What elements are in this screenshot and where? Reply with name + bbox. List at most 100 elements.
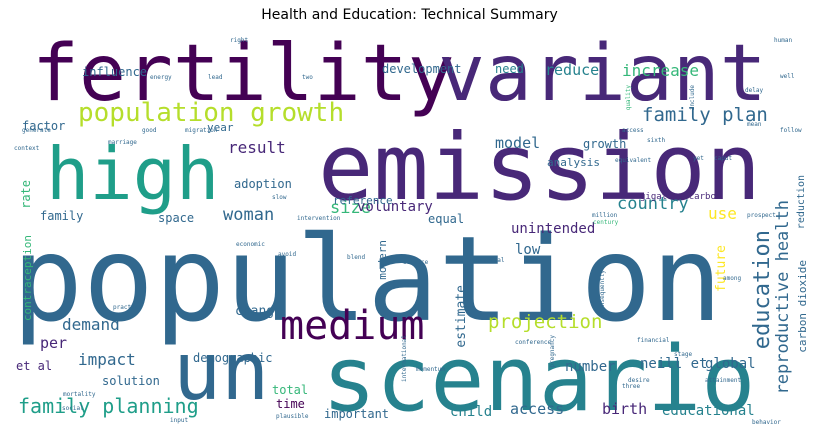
word: growth: [583, 137, 627, 151]
word: estimate: [454, 285, 469, 348]
word: contraception: [21, 235, 34, 322]
word: high: [46, 132, 220, 216]
word: year: [207, 121, 234, 134]
word: demographic: [193, 351, 273, 365]
word: per: [40, 334, 68, 352]
word: million: [592, 212, 618, 219]
word: scenario: [322, 327, 756, 430]
word: model: [495, 134, 541, 152]
word-cloud: population emission fertility variant sc…: [10, 30, 809, 430]
word: space: [158, 211, 195, 225]
word: good: [142, 127, 157, 134]
word: migration: [185, 127, 218, 134]
word: family plan: [642, 104, 768, 126]
word: carbon dioxide: [796, 260, 809, 353]
word: well: [780, 73, 795, 80]
word: mortality: [63, 391, 96, 398]
word: reproductive health: [773, 200, 793, 395]
word: universal: [472, 257, 505, 264]
word: yet: [693, 155, 704, 162]
word: woman: [223, 205, 275, 225]
word: future: [714, 245, 729, 292]
word: result: [228, 138, 286, 157]
word: momentum: [416, 366, 445, 373]
word: need: [495, 62, 524, 76]
word: family: [40, 209, 84, 223]
word: desire: [628, 377, 650, 384]
word: energy: [150, 74, 172, 81]
word: consequently: [599, 270, 606, 314]
word: et al: [16, 359, 53, 373]
word: sixth: [647, 137, 666, 144]
word: three: [622, 383, 641, 390]
word: factor: [22, 119, 66, 133]
word: economic: [236, 241, 265, 248]
word: access: [622, 127, 644, 134]
word: use: [708, 204, 737, 223]
word: reduction: [796, 175, 807, 230]
word: prospect: [747, 212, 776, 219]
word: total: [272, 383, 309, 397]
word: social: [62, 405, 84, 412]
word: projection: [488, 311, 603, 333]
word: voluntary: [357, 199, 433, 215]
word: number: [565, 359, 616, 375]
word: influence: [82, 65, 148, 79]
word: service: [403, 259, 429, 266]
word: intervention: [297, 215, 341, 222]
word: reduce: [545, 61, 600, 79]
word: avoid: [278, 251, 297, 258]
word: birth: [602, 400, 648, 418]
word: delay: [745, 87, 764, 94]
chart-title: Health and Education: Technical Summary: [261, 7, 558, 23]
word: stage: [674, 351, 693, 358]
word: equal: [428, 212, 465, 226]
word: context: [14, 145, 40, 152]
word: financial: [637, 337, 670, 344]
word: development: [382, 62, 462, 76]
word: solution: [102, 374, 160, 388]
word: among: [723, 275, 742, 282]
word: include: [689, 85, 696, 111]
word: practice: [113, 304, 142, 311]
word: conference: [515, 339, 552, 346]
word: emission: [318, 114, 762, 221]
word: family planning: [18, 394, 199, 418]
word: century: [593, 219, 619, 226]
word: right: [230, 37, 249, 44]
word: two: [302, 74, 313, 81]
word: mean: [747, 121, 762, 128]
word: access: [510, 400, 565, 418]
word: gigatons carbon: [640, 192, 722, 202]
word: fertility: [32, 30, 455, 119]
word: country: [617, 194, 689, 214]
word: time: [276, 397, 305, 411]
word: international: [401, 335, 408, 382]
word: follow: [780, 127, 802, 134]
word: slow: [272, 194, 287, 201]
word: neill et: [640, 356, 708, 372]
word: population growth: [78, 98, 345, 128]
word: child: [450, 404, 493, 420]
word: unintended: [511, 221, 596, 237]
word: analysis: [547, 156, 600, 169]
word: caput: [714, 155, 733, 162]
word: equivalent: [615, 157, 652, 164]
word: input: [170, 417, 189, 424]
word: demand: [62, 315, 120, 334]
word: impact: [78, 350, 136, 369]
word: important: [324, 407, 390, 421]
word: education: [750, 230, 775, 350]
word: increase: [622, 61, 700, 80]
word: lead: [208, 74, 223, 81]
word: plausible: [276, 413, 309, 420]
word: human: [774, 37, 793, 44]
word: medium: [280, 303, 425, 349]
word: size: [330, 198, 371, 218]
word: attainment: [705, 377, 742, 384]
word: variant: [438, 30, 767, 119]
word: rate: [19, 180, 33, 209]
word: behavior: [752, 419, 781, 426]
word: un: [173, 325, 270, 418]
word: population: [12, 210, 723, 348]
